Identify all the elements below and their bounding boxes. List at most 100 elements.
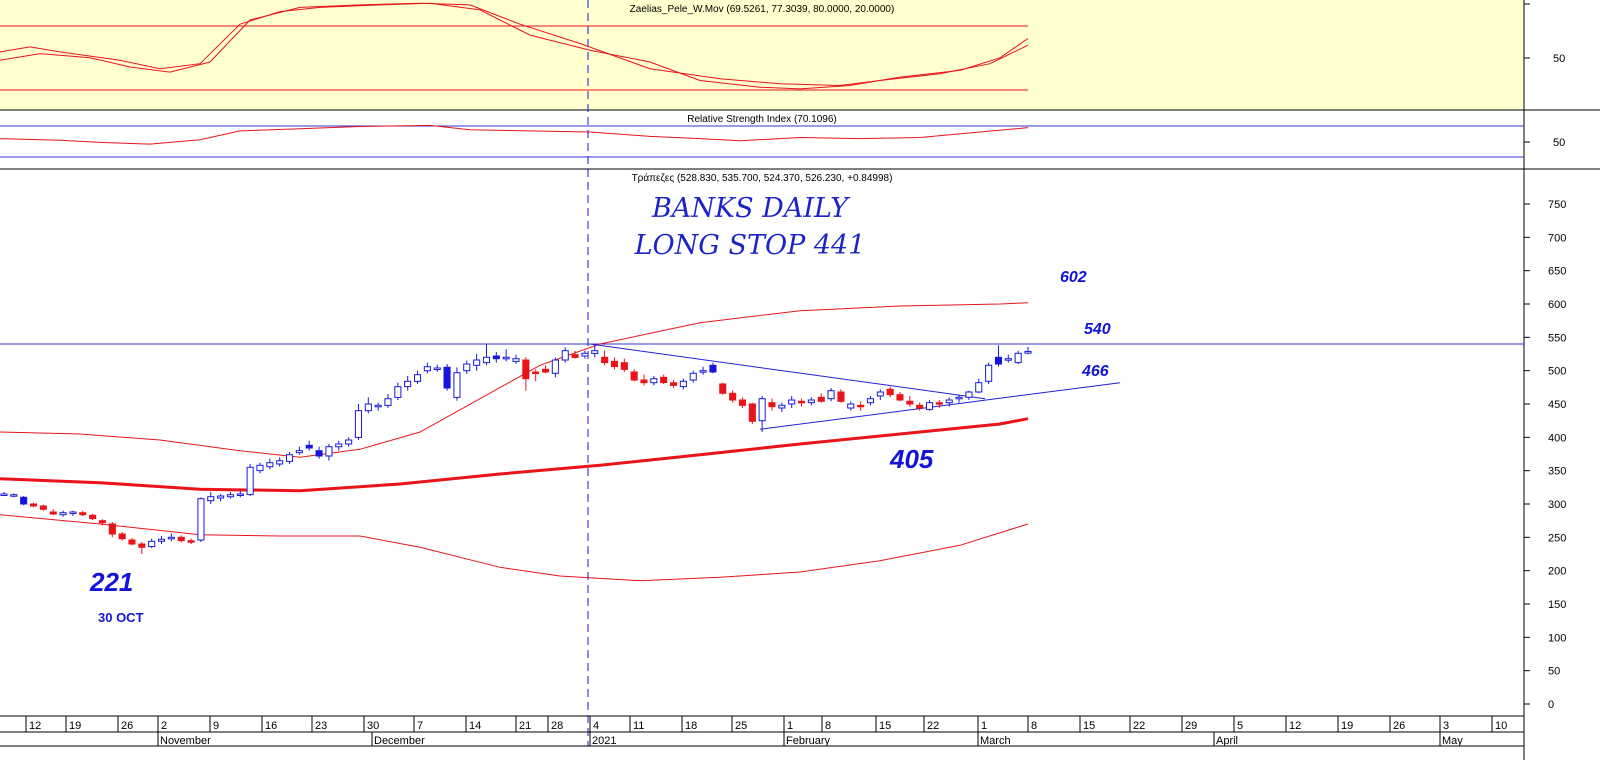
x-day-label: 15 xyxy=(1083,720,1095,732)
price-title: Τράπεζες (528.830, 535.700, 524.370, 526… xyxy=(632,172,893,184)
x-day-label: 19 xyxy=(69,720,81,732)
note-30-oct: 30 OCT xyxy=(98,610,144,625)
candle-body xyxy=(876,391,884,397)
x-month-label: May xyxy=(1442,735,1463,747)
rsi-line xyxy=(0,124,1029,145)
candle-body xyxy=(335,443,343,448)
x-month-label: April xyxy=(1216,735,1238,747)
candle-body xyxy=(640,379,648,384)
candle-body xyxy=(994,356,1003,365)
x-day-label: 22 xyxy=(1133,720,1145,732)
x-day-label: 12 xyxy=(29,720,41,732)
y-tick-label: 0 xyxy=(1548,699,1554,711)
bollinger-bands xyxy=(0,302,1029,582)
y-tick-label: 100 xyxy=(1548,632,1566,644)
x-day-label: 16 xyxy=(265,720,277,732)
candle-body xyxy=(699,370,707,373)
y-tick-label: 350 xyxy=(1548,466,1566,478)
candle-body xyxy=(453,372,461,398)
candle-body xyxy=(492,355,500,360)
candle-body xyxy=(620,362,628,370)
candle-body xyxy=(374,404,382,408)
candle-body xyxy=(89,514,97,520)
rsi-lines xyxy=(0,124,1029,145)
y-tick-label: 150 xyxy=(1548,599,1566,611)
candle-body xyxy=(965,391,973,398)
candle-body xyxy=(315,450,323,457)
candle-body xyxy=(325,446,333,457)
candle-body xyxy=(138,543,146,548)
candle-body xyxy=(128,539,136,545)
trendlines xyxy=(589,343,1121,430)
candle-body xyxy=(473,359,481,366)
candle-body xyxy=(187,540,195,543)
stoch-line xyxy=(0,2,1029,90)
candle-body xyxy=(551,359,559,374)
y-tick-label: 250 xyxy=(1548,532,1566,544)
candle-body xyxy=(345,439,353,445)
candle-body xyxy=(906,400,914,405)
candle-body xyxy=(689,372,697,381)
moving-average xyxy=(0,417,1029,493)
x-day-label: 15 xyxy=(879,720,891,732)
x-day-label: 11 xyxy=(633,720,644,732)
candle-body xyxy=(758,398,766,422)
x-day-label: 26 xyxy=(121,720,133,732)
candle-body xyxy=(512,358,520,362)
x-day-label: 9 xyxy=(213,720,219,732)
price-y-axis: 0 50 100 150 200 250 300 350 400 450 500 550 600 650 7… xyxy=(1524,199,1566,711)
candle-body xyxy=(246,466,254,496)
candle-body xyxy=(394,386,402,398)
x-day-label: 8 xyxy=(825,720,831,732)
candle-body xyxy=(197,498,205,541)
candle-body xyxy=(798,400,806,404)
candle-body xyxy=(148,540,156,548)
candle-body xyxy=(305,444,313,449)
candle-body xyxy=(827,390,835,400)
candle-body xyxy=(601,356,609,364)
candle-body xyxy=(738,399,747,406)
candle-body xyxy=(955,396,963,400)
bollinger-upper xyxy=(0,302,1029,458)
candle-body xyxy=(985,364,993,382)
stoch-scale-50: 50 xyxy=(1553,53,1565,65)
candle-body xyxy=(581,352,589,357)
candle-body xyxy=(384,398,392,406)
stoch-title: Zaelias_Pele_W.Mov (69.5261, 77.3039, 80… xyxy=(630,4,895,15)
candles xyxy=(0,344,1032,554)
x-day-label: 4 xyxy=(593,720,599,732)
candle-body xyxy=(39,505,47,510)
stoch-line xyxy=(0,2,1029,87)
x-day-label: 12 xyxy=(1289,720,1301,732)
candle-body xyxy=(630,371,638,381)
x-day-label: 21 xyxy=(519,720,531,732)
x-day-label: 26 xyxy=(1393,720,1405,732)
candle-body xyxy=(69,511,77,514)
candle-body xyxy=(857,404,865,408)
y-tick-label: 700 xyxy=(1548,232,1566,244)
stoch-panel: Zaelias_Pele_W.Mov (69.5261, 77.3039, 80… xyxy=(0,2,1565,91)
candle-body xyxy=(807,399,815,404)
candle-body xyxy=(670,382,678,386)
candle-body xyxy=(0,493,8,496)
x-day-label: 1 xyxy=(981,720,987,732)
candle-body xyxy=(1014,352,1022,364)
candle-body xyxy=(748,403,756,422)
x-month-label: December xyxy=(374,735,425,747)
x-day-label: 10 xyxy=(1495,720,1507,732)
candle-body xyxy=(542,368,550,373)
candle-body xyxy=(207,496,215,502)
candle-body xyxy=(118,533,126,540)
y-tick-label: 750 xyxy=(1548,199,1566,211)
x-day-label: 19 xyxy=(1341,720,1353,732)
candle-body xyxy=(916,404,924,409)
candle-body xyxy=(1004,358,1012,361)
candle-body xyxy=(817,396,825,402)
candle-body xyxy=(414,374,422,382)
level-602: 602 xyxy=(1060,269,1087,286)
candle-body xyxy=(217,495,225,499)
x-day-label: 3 xyxy=(1443,720,1449,732)
candle-body xyxy=(108,523,116,535)
y-tick-label: 50 xyxy=(1548,666,1560,678)
candle-body xyxy=(866,398,875,404)
